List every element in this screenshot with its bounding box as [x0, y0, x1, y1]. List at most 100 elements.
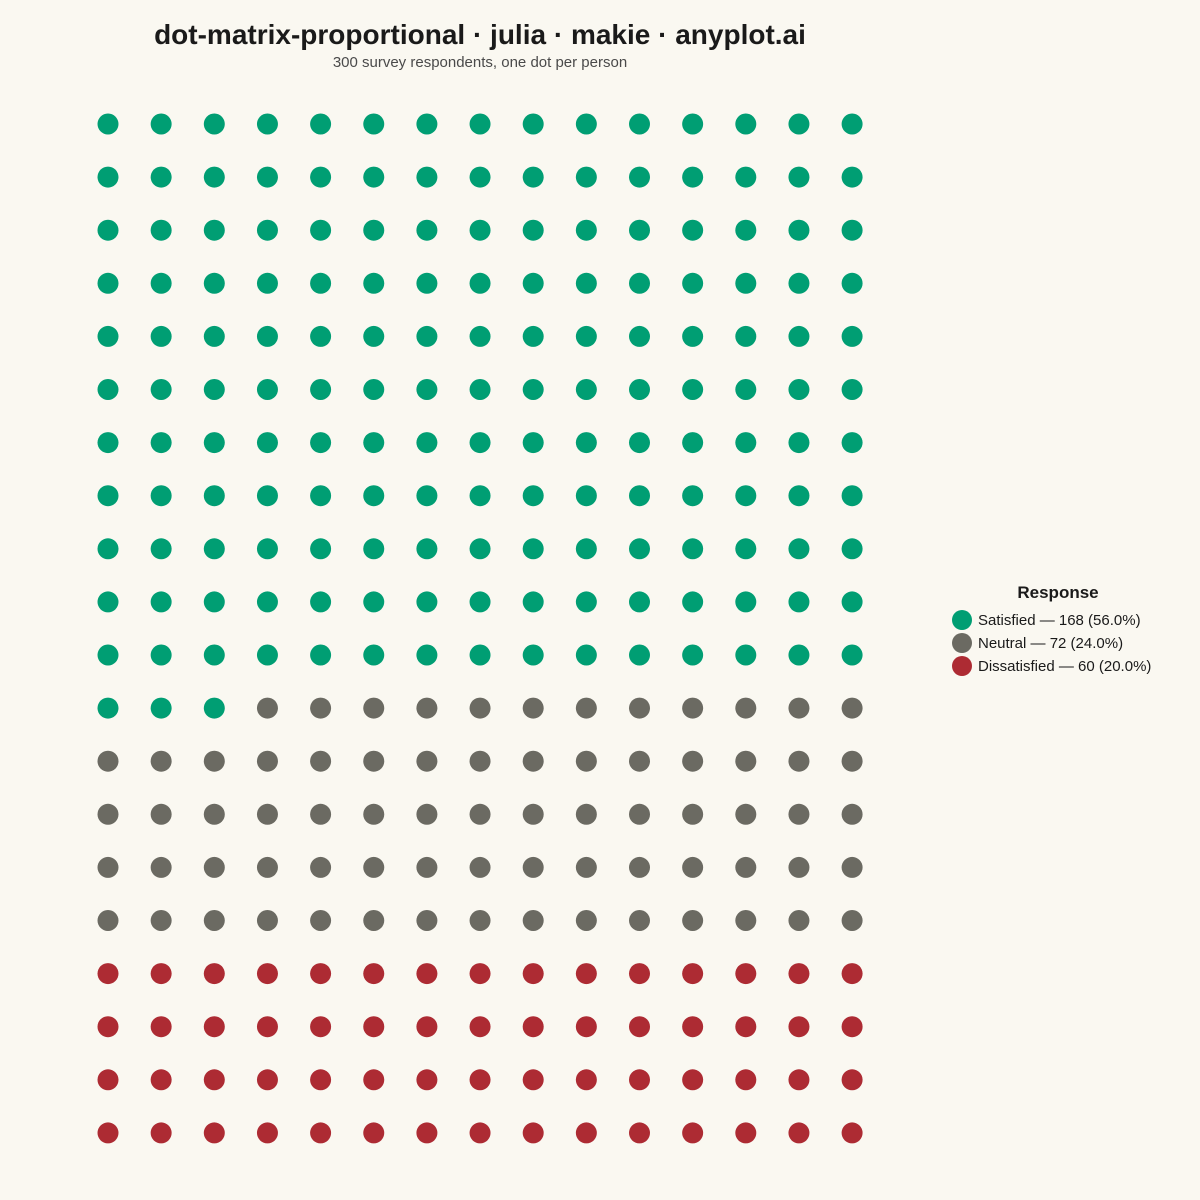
dot-dissatisfied	[522, 1069, 544, 1091]
dot-neutral	[150, 856, 172, 878]
legend-label-satisfied: Satisfied — 168 (56.0%)	[978, 612, 1141, 629]
dot-dissatisfied	[522, 1016, 544, 1038]
dot-satisfied	[150, 379, 172, 400]
dot-satisfied	[469, 432, 491, 454]
dot-neutral	[522, 697, 544, 719]
dot-dissatisfied	[310, 1122, 332, 1144]
dot-dissatisfied	[416, 963, 438, 985]
dot-neutral	[310, 750, 332, 772]
dot-satisfied	[575, 166, 597, 188]
dot-dissatisfied	[629, 1122, 650, 1144]
dot-satisfied	[97, 538, 119, 560]
dot-satisfied	[788, 591, 810, 613]
dot-satisfied	[788, 113, 810, 135]
dot-neutral	[416, 910, 438, 931]
dot-dissatisfied	[788, 1016, 810, 1038]
dot-neutral	[310, 803, 332, 825]
dot-satisfied	[522, 219, 544, 241]
dot-neutral	[97, 750, 119, 772]
dot-dissatisfied	[203, 1122, 225, 1144]
dot-satisfied	[416, 272, 438, 294]
dot-neutral	[256, 697, 278, 719]
dot-neutral	[256, 803, 278, 825]
dot-satisfied	[416, 591, 438, 613]
dot-dissatisfied	[629, 963, 650, 985]
dot-neutral	[735, 750, 757, 772]
dot-neutral	[416, 803, 438, 825]
dot-dissatisfied	[522, 963, 544, 985]
dot-dissatisfied	[735, 963, 757, 985]
dot-neutral	[416, 750, 438, 772]
dot-satisfied	[575, 272, 597, 294]
dot-satisfied	[735, 113, 757, 135]
dot-satisfied	[150, 166, 172, 188]
dot-dissatisfied	[416, 1122, 438, 1144]
dot-dissatisfied	[363, 1122, 385, 1144]
dot-satisfied	[256, 325, 278, 347]
dot-neutral	[735, 697, 757, 719]
dot-dissatisfied	[256, 963, 278, 985]
dot-neutral	[575, 803, 597, 825]
dot-neutral	[788, 910, 810, 931]
dot-neutral	[522, 856, 544, 878]
dot-satisfied	[256, 272, 278, 294]
dot-satisfied	[522, 591, 544, 613]
dot-satisfied	[682, 485, 704, 507]
dot-satisfied	[575, 485, 597, 507]
dot-satisfied	[788, 538, 810, 560]
dot-neutral	[310, 697, 332, 719]
dot-satisfied	[575, 538, 597, 560]
dot-dissatisfied	[469, 1069, 491, 1091]
dot-dissatisfied	[575, 1069, 597, 1091]
dot-neutral	[735, 856, 757, 878]
dot-satisfied	[256, 644, 278, 666]
dot-dissatisfied	[788, 1069, 810, 1091]
dot-neutral	[788, 856, 810, 878]
dot-satisfied	[363, 166, 385, 188]
dot-neutral	[629, 750, 650, 772]
dot-satisfied	[469, 272, 491, 294]
dot-satisfied	[788, 219, 810, 241]
dot-dissatisfied	[363, 1016, 385, 1038]
dot-neutral	[469, 697, 491, 719]
dot-satisfied	[682, 272, 704, 294]
dot-satisfied	[788, 379, 810, 400]
dot-satisfied	[310, 379, 332, 400]
dot-satisfied	[256, 379, 278, 400]
dot-satisfied	[629, 219, 650, 241]
dot-satisfied	[310, 219, 332, 241]
dot-neutral	[575, 750, 597, 772]
dot-dissatisfied	[150, 963, 172, 985]
dot-neutral	[841, 803, 863, 825]
dot-neutral	[575, 856, 597, 878]
dot-dissatisfied	[416, 1069, 438, 1091]
dot-satisfied	[841, 485, 863, 507]
dot-satisfied	[310, 538, 332, 560]
dot-satisfied	[310, 485, 332, 507]
dot-neutral	[841, 750, 863, 772]
dot-satisfied	[522, 432, 544, 454]
dot-dissatisfied	[788, 1122, 810, 1144]
dot-dissatisfied	[310, 1069, 332, 1091]
dot-satisfied	[363, 113, 385, 135]
dot-satisfied	[522, 113, 544, 135]
dot-neutral	[682, 750, 704, 772]
dot-neutral	[522, 910, 544, 931]
dot-satisfied	[97, 219, 119, 241]
dot-satisfied	[150, 591, 172, 613]
dot-satisfied	[416, 485, 438, 507]
dot-satisfied	[256, 591, 278, 613]
dot-satisfied	[203, 219, 225, 241]
dot-satisfied	[841, 113, 863, 135]
dot-satisfied	[522, 485, 544, 507]
dot-satisfied	[788, 485, 810, 507]
legend-label-neutral: Neutral — 72 (24.0%)	[978, 635, 1123, 652]
dot-satisfied	[97, 325, 119, 347]
dot-satisfied	[416, 538, 438, 560]
dot-satisfied	[575, 432, 597, 454]
dot-dissatisfied	[97, 1016, 119, 1038]
dot-dissatisfied	[469, 1016, 491, 1038]
dot-satisfied	[682, 113, 704, 135]
dot-satisfied	[203, 485, 225, 507]
dot-satisfied	[203, 591, 225, 613]
